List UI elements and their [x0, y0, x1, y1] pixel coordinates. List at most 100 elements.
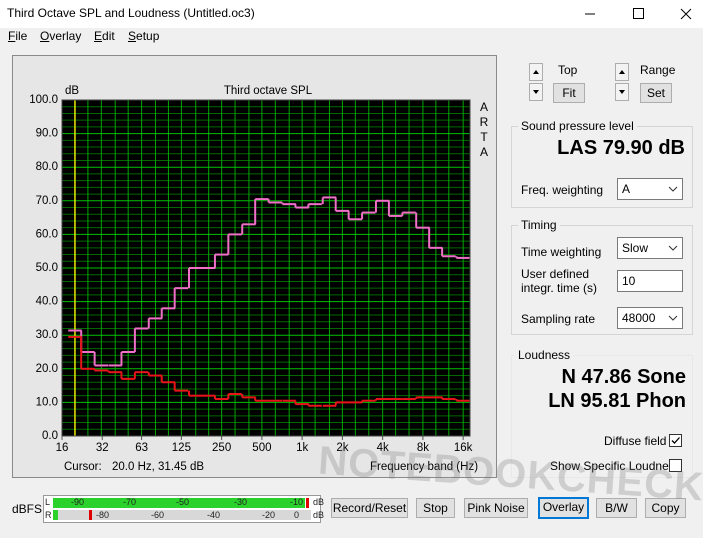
channel-label: L [45, 497, 51, 507]
x-axis-label: Frequency band (Hz) [370, 461, 478, 473]
integr-time-input[interactable]: 10 [617, 270, 683, 292]
plot-frame [61, 99, 471, 437]
y-tick-label: 100.0 [29, 94, 58, 106]
chart-title: Third octave SPL [224, 85, 313, 97]
meter-scale-label: -30 [234, 497, 248, 507]
pink-noise-button[interactable]: Pink Noise [464, 498, 528, 518]
left-peak [306, 498, 309, 508]
meter-scale-label: -70 [123, 497, 137, 507]
loudness-phon: LN 95.81 Phon [548, 390, 686, 412]
meter-scale-label: -10 [290, 497, 304, 507]
spin-down[interactable] [529, 83, 543, 101]
y-tick-label: 60.0 [36, 228, 58, 240]
window-controls[interactable] [570, 0, 703, 28]
chevron [668, 245, 678, 251]
y-tick-label: 50.0 [36, 262, 58, 274]
menu-item[interactable]: Overlay [40, 29, 82, 43]
x-tick-label: 125 [172, 442, 191, 454]
x-tick-label: 4k [377, 442, 389, 454]
close-icon[interactable] [680, 8, 692, 20]
y-unit: dB [65, 85, 79, 97]
set-button[interactable]: Set [640, 83, 672, 103]
x-tick-label: 2k [336, 442, 348, 454]
x-tick-label: 250 [212, 442, 231, 454]
meter-scale-label: -80 [96, 510, 110, 520]
cursor-readout: 20.0 Hz, 31.45 dB [112, 461, 204, 473]
y-tick-label: 30.0 [36, 329, 58, 341]
meter-unit: dB [313, 497, 325, 507]
copy-button[interactable]: Copy [645, 498, 686, 518]
spin-up[interactable] [529, 63, 543, 81]
select-value: 48000 [622, 311, 656, 325]
meter-label: dBFS [12, 502, 43, 516]
group-title: Loudness [515, 348, 574, 362]
field-label: Freq. weighting [521, 183, 604, 197]
loudness-group [511, 355, 693, 478]
weighting-select[interactable]: A [617, 178, 683, 200]
group-title: Sound pressure level [518, 119, 637, 133]
specific-checkbox[interactable] [669, 459, 682, 472]
group-title: Timing [518, 218, 560, 232]
record-button[interactable]: Record/Reset [331, 498, 408, 518]
spin-up[interactable] [615, 63, 629, 81]
fit-button[interactable]: Fit [553, 83, 585, 103]
meter-scale-label: -20 [262, 510, 276, 520]
checkbox-label: Show Specific Loudness [550, 459, 681, 473]
meter-scale-label: 0 [294, 510, 300, 520]
field-label: User defined [521, 267, 590, 281]
x-tick-label: 32 [96, 442, 109, 454]
y-tick-label: 40.0 [36, 296, 58, 308]
loudness-sone: N 47.86 Sone [561, 366, 686, 388]
select-value: Slow [622, 241, 649, 255]
x-tick-label: 500 [252, 442, 271, 454]
right-peak [89, 510, 92, 520]
chart: Third octave SPL dB Cursor: 20.0 Hz, 31.… [29, 85, 478, 473]
stop-button[interactable]: Stop [416, 498, 455, 518]
meter-scale-label: -50 [176, 497, 190, 507]
range-label: Range [640, 63, 676, 77]
x-tick-label: 63 [135, 442, 148, 454]
y-tick-label: 70.0 [36, 195, 58, 207]
diffuse-checkbox[interactable] [669, 434, 682, 447]
y-tick-label: 20.0 [36, 363, 58, 375]
spin-down[interactable] [615, 83, 629, 101]
overlay-button[interactable]: Overlay [538, 497, 589, 519]
sampling-rate-select[interactable]: 48000 [617, 307, 683, 329]
meter-unit: dB [313, 510, 325, 520]
x-tick-label: 16 [56, 442, 69, 454]
channel-label: R [45, 510, 52, 520]
field-label: Sampling rate [521, 312, 596, 326]
field-label: Time weighting [521, 245, 602, 259]
chevron [668, 186, 678, 192]
level-meter: L R dB dB -90 -70 -50 -30 -10 -80 -60 -40 -20 0 [43, 495, 325, 523]
x-tick-label: 1k [296, 442, 308, 454]
y-tick-label: 80.0 [36, 161, 58, 173]
checkbox-label: Diffuse field [604, 434, 667, 448]
x-tick-label: 16k [454, 442, 473, 454]
menu-item[interactable]: File [8, 29, 28, 43]
window-title: Third Octave SPL and Loudness (Untitled.… [7, 6, 255, 20]
field-label: integr. time (s) [521, 281, 598, 295]
top-label: Top [558, 63, 578, 77]
menu-item[interactable]: Edit [94, 29, 115, 43]
y-tick-label: 0.0 [42, 430, 58, 442]
menu-item[interactable]: Setup [128, 29, 160, 43]
timing-group [511, 225, 693, 335]
time-weighting-select[interactable]: Slow [617, 237, 683, 259]
right-meter-bg [53, 510, 311, 520]
spl-reading: LAS 79.90 dB [557, 137, 685, 159]
y-tick-label: 90.0 [36, 128, 58, 140]
chevron [668, 315, 678, 321]
input-value: 10 [622, 274, 636, 288]
meter-scale-label: -60 [151, 510, 165, 520]
bw-button[interactable]: B/W [596, 498, 637, 518]
x-tick-label: 8k [417, 442, 429, 454]
left-level-bar [53, 498, 305, 508]
cursor-label: Cursor: [64, 461, 102, 473]
right-level-bar [53, 510, 58, 520]
meter-scale-label: -90 [71, 497, 85, 507]
side-label: ARTA [477, 100, 491, 160]
meter-scale-label: -40 [207, 510, 221, 520]
maximize-icon[interactable] [633, 8, 644, 19]
